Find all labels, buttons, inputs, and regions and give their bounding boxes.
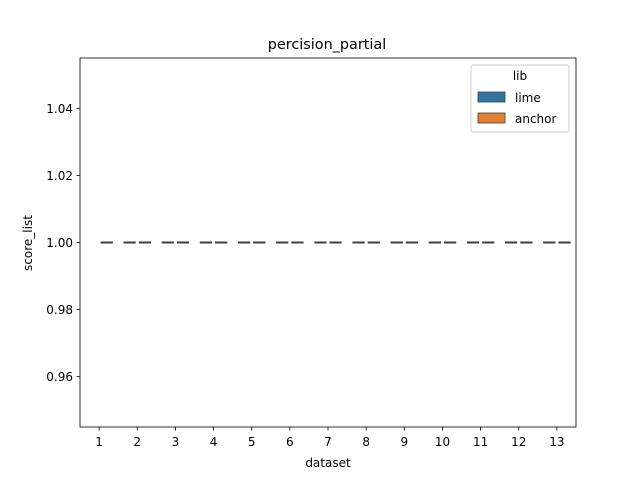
legend: lib lime anchor [470, 64, 570, 133]
y-tick-label: 1.02 [46, 169, 73, 183]
y-tick-label: 0.96 [46, 370, 73, 384]
x-tick-label: 4 [210, 435, 218, 449]
x-tick-label: 6 [286, 435, 294, 449]
x-tick-label: 7 [324, 435, 332, 449]
legend-swatch-lime [477, 91, 506, 103]
y-tick-label: 1.00 [46, 236, 73, 250]
y-tick-label: 0.98 [46, 303, 73, 317]
x-tick-label: 8 [362, 435, 370, 449]
x-tick-label: 9 [400, 435, 408, 449]
x-tick-label: 5 [248, 435, 256, 449]
x-tick-label: 11 [473, 435, 488, 449]
legend-swatch-anchor [477, 112, 506, 124]
x-tick-label: 10 [435, 435, 450, 449]
y-tick-label: 1.04 [46, 102, 73, 116]
legend-label-lime: lime [515, 91, 541, 105]
legend-label-anchor: anchor [515, 112, 557, 126]
legend-title: lib [513, 69, 527, 83]
y-axis-label: score_list [21, 215, 35, 271]
x-tick-label: 1 [95, 435, 103, 449]
x-tick-label: 13 [549, 435, 564, 449]
x-axis-label: dataset [305, 456, 351, 470]
plot-frame [79, 57, 577, 428]
chart-title: percision_partial [268, 37, 386, 53]
x-tick-label: 3 [172, 435, 180, 449]
x-tick-label: 12 [511, 435, 526, 449]
x-tick-label: 2 [133, 435, 141, 449]
axis-ticks: 1 2 3 4 5 6 7 8 9 10 11 12 130.960.981.001.021.04 [46, 102, 564, 449]
